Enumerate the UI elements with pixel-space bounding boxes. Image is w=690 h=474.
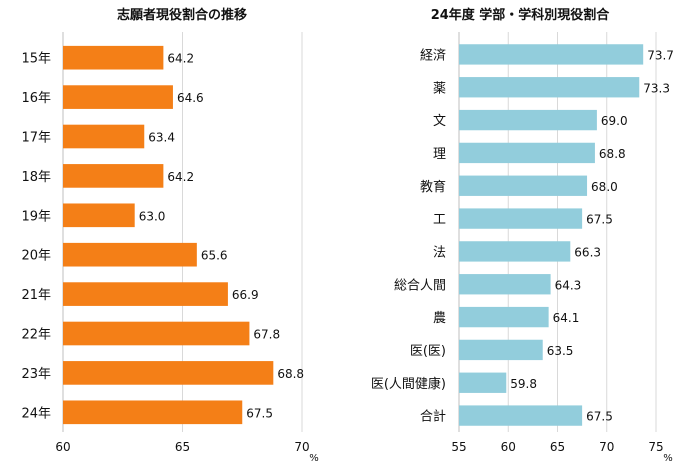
faculty-category-label: 法 [433, 245, 446, 260]
faculty-bar [459, 208, 583, 229]
history-value-label: 64.6 [177, 91, 204, 105]
history-category-label: 21年 [21, 288, 51, 303]
faculty-bar [459, 142, 595, 164]
faculty-category-label: 文 [433, 114, 446, 129]
faculty-value-label: 59.8 [510, 377, 537, 391]
history-category-label: 16年 [21, 91, 51, 106]
history-category-label: 23年 [21, 367, 51, 382]
faculty-x-unit: % [663, 453, 673, 464]
faculty-category-label: 農 [433, 311, 446, 326]
faculty-bar [459, 77, 640, 98]
faculty-value-label: 67.5 [586, 213, 613, 227]
faculty-x-tick-label: 70 [599, 440, 614, 454]
faculty-x-tick-label: 65 [550, 440, 565, 454]
faculty-value-label: 69.0 [601, 114, 628, 128]
faculty-bar [459, 306, 549, 328]
history-bar [63, 400, 243, 425]
faculty-value-label: 63.5 [547, 344, 574, 358]
faculty-bar [459, 405, 583, 426]
history-bar [63, 321, 250, 346]
history-value-label: 68.8 [277, 367, 304, 381]
faculty-category-label: 総合人間 [394, 278, 446, 293]
faculty-category-label: 薬 [433, 81, 446, 96]
history-bar [63, 164, 164, 188]
history-value-label: 67.8 [253, 328, 280, 342]
faculty-bar [459, 372, 507, 393]
history-x-tick-label: 65 [175, 440, 190, 454]
history-x-tick-label: 70 [294, 440, 309, 454]
history-value-label: 65.6 [201, 249, 228, 263]
faculty-category-label: 合計 [420, 409, 446, 425]
history-value-label: 66.9 [232, 288, 259, 302]
history-category-label: 18年 [21, 170, 51, 185]
faculty-category-label: 理 [433, 147, 446, 162]
faculty-bar [459, 274, 551, 295]
faculty-category-label: 工 [433, 213, 446, 228]
history-chart: 志願者現役割合の推移 60 65 70% 15年 64.2 16年 64.6 17年 63.4 18… [21, 7, 318, 464]
history-category-label: 19年 [21, 209, 51, 224]
history-category-label: 24年 [21, 406, 51, 421]
faculty-value-label: 68.8 [599, 147, 626, 161]
faculty-x-tick-label: 75 [648, 440, 663, 454]
faculty-value-label: 73.3 [643, 81, 670, 95]
faculty-value-label: 67.5 [586, 410, 613, 424]
faculty-bar [459, 175, 588, 196]
history-value-label: 64.2 [167, 52, 194, 66]
history-value-label: 63.4 [148, 131, 175, 145]
faculty-bar [459, 339, 543, 361]
history-category-label: 20年 [21, 249, 51, 264]
faculty-bar [459, 109, 597, 131]
history-bar [63, 124, 145, 149]
faculty-value-label: 64.1 [553, 311, 580, 325]
faculty-x-tick-label: 60 [501, 440, 516, 454]
history-category-label: 22年 [21, 328, 51, 343]
faculty-category-label: 医(人間健康) [371, 376, 446, 392]
history-category-label: 15年 [21, 52, 51, 67]
faculty-category-label: 経済 [420, 47, 446, 63]
history-category-label: 17年 [21, 131, 51, 146]
faculty-category-label: 医(医) [410, 344, 446, 359]
history-value-label: 67.5 [246, 406, 273, 420]
history-value-label: 63.0 [139, 209, 166, 223]
history-bar [63, 203, 135, 228]
history-bar [63, 242, 197, 267]
faculty-value-label: 68.0 [591, 180, 618, 194]
faculty-value-label: 64.3 [555, 278, 582, 292]
faculty-bar [459, 241, 571, 262]
faculty-chart-title: 24年度 学部・学科別現役割合 [431, 7, 611, 23]
history-bar [63, 361, 274, 385]
faculty-bar [459, 44, 644, 65]
faculty-x-tick-label: 55 [451, 440, 466, 454]
faculty-value-label: 66.3 [574, 245, 601, 259]
history-chart-title: 志願者現役割合の推移 [117, 7, 247, 23]
faculty-value-label: 73.7 [647, 48, 674, 62]
history-bar [63, 282, 228, 306]
faculty-chart: 24年度 学部・学科別現役割合 55 60 65 70 75% 経済 73.7 薬 73.3 文 69… [371, 7, 674, 464]
history-bar [63, 85, 173, 109]
history-x-unit: % [309, 453, 319, 464]
history-bar [63, 45, 164, 70]
faculty-category-label: 教育 [420, 179, 446, 195]
history-x-tick-label: 60 [55, 440, 70, 454]
history-value-label: 64.2 [167, 170, 194, 184]
